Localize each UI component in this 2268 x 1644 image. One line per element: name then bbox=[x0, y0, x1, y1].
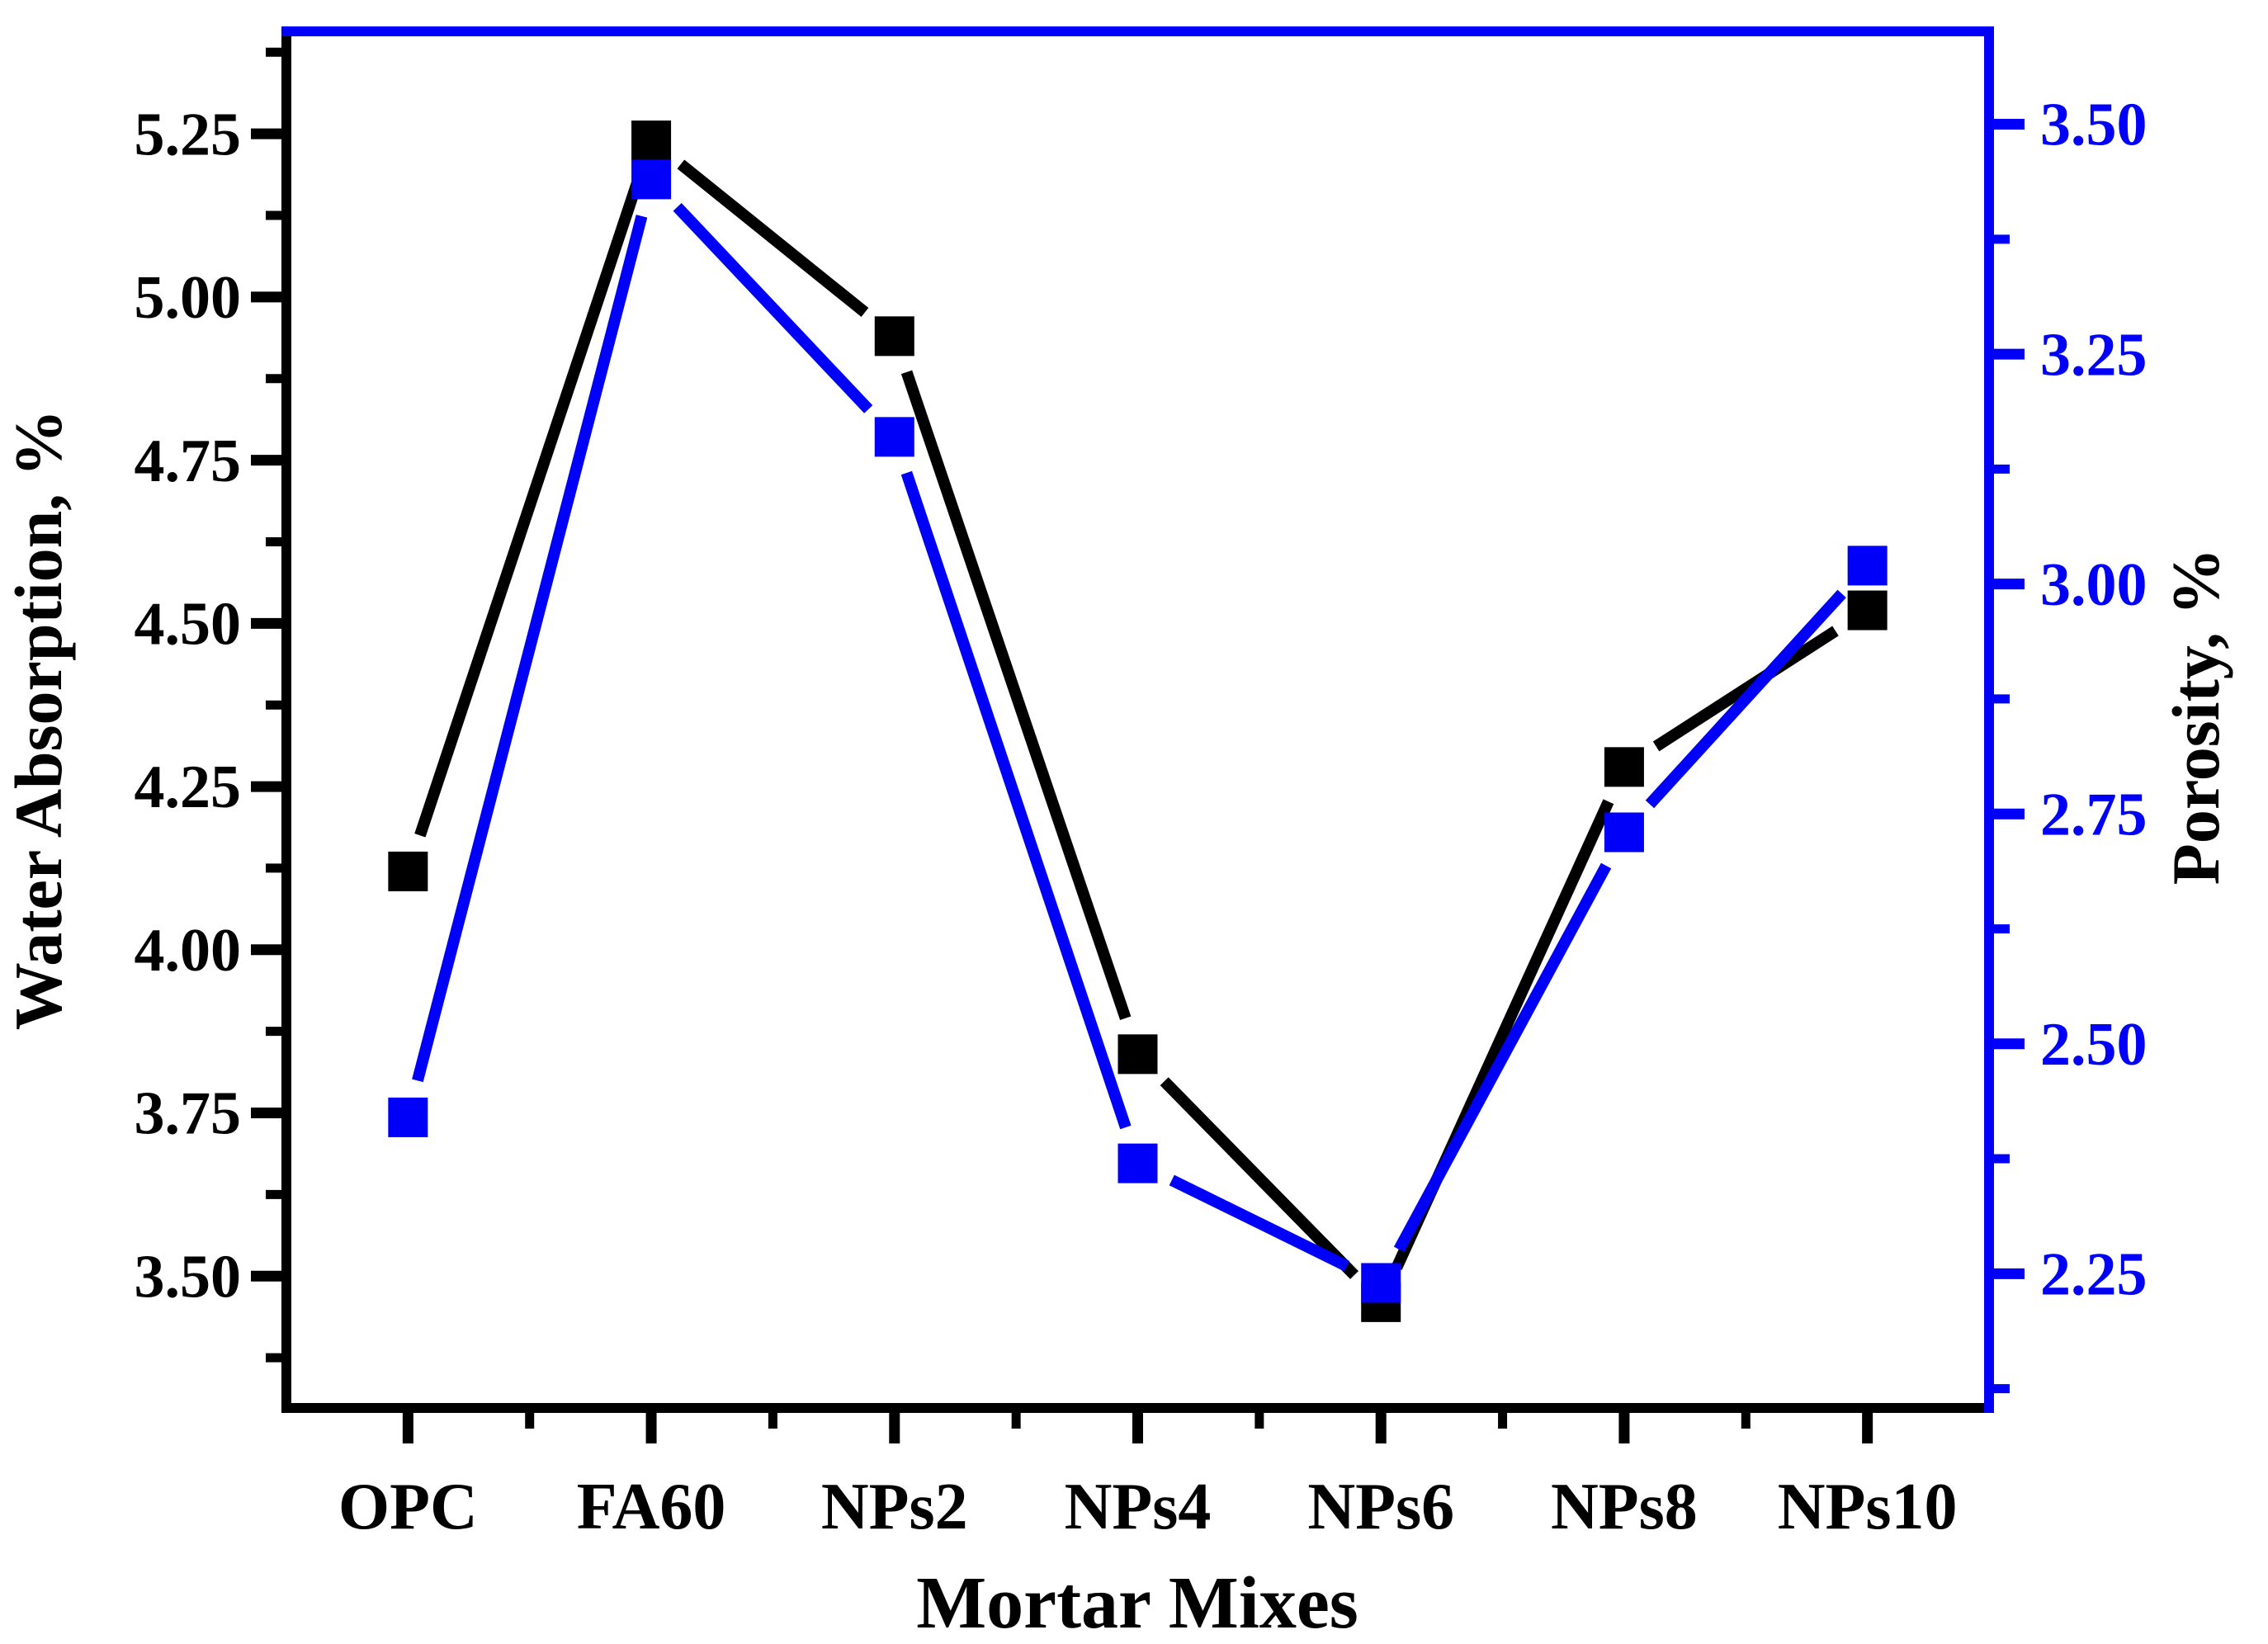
y-left-tick-label: 5.00 bbox=[135, 264, 242, 332]
plot-frame bbox=[281, 26, 1994, 1413]
x-tick-label: OPC bbox=[338, 1471, 478, 1543]
data-point-marker bbox=[1604, 812, 1644, 853]
y-left-tick-label: 3.75 bbox=[135, 1080, 242, 1148]
axis-tick-labels: 5.25 5.00 4.75 4.50 4.25 4.00 3.75 3.50 3.50 3.25… bbox=[135, 92, 2148, 1543]
x-tick-label: FA60 bbox=[577, 1471, 726, 1543]
y-left-tick-label: 3.50 bbox=[135, 1243, 242, 1311]
data-point-marker bbox=[1847, 590, 1888, 631]
y-axis-title-left: Water Absorption, % bbox=[1, 409, 76, 1031]
series-line-segment bbox=[673, 203, 873, 413]
y-right-tick-label: 2.75 bbox=[2040, 781, 2148, 848]
series-line-segment bbox=[412, 215, 648, 1083]
series-line-segment bbox=[1169, 1174, 1350, 1272]
y-axis-title-right: Porosity, % bbox=[2158, 548, 2233, 885]
data-point-marker bbox=[1604, 747, 1644, 787]
series-porosity bbox=[388, 159, 1888, 1303]
y-left-tick-label: 5.25 bbox=[135, 101, 242, 168]
y-right-tick-label: 2.25 bbox=[2040, 1240, 2148, 1308]
series-line-segment bbox=[1160, 1077, 1359, 1279]
series-line-segment bbox=[414, 174, 645, 838]
y-right-tick-label: 3.25 bbox=[2040, 321, 2148, 389]
data-point-marker bbox=[631, 120, 672, 161]
data-point-marker bbox=[388, 851, 428, 891]
data-point-marker bbox=[1117, 1143, 1158, 1183]
series-line-segment bbox=[900, 370, 1132, 1021]
data-point-marker bbox=[631, 159, 672, 200]
x-axis-title: Mortar Mixes bbox=[916, 1562, 1358, 1644]
series-line-segment bbox=[1645, 589, 1846, 809]
x-tick-label: NPs6 bbox=[1307, 1471, 1454, 1543]
y-left-tick-label: 4.75 bbox=[135, 428, 242, 495]
y-left-tick-label: 4.25 bbox=[135, 754, 242, 821]
x-tick-label: NPs4 bbox=[1065, 1471, 1212, 1543]
y-right-tick-label: 2.50 bbox=[2040, 1011, 2148, 1079]
x-tick-label: NPs2 bbox=[821, 1471, 968, 1543]
data-point-marker bbox=[1847, 546, 1888, 586]
data-point-marker bbox=[1361, 1263, 1401, 1303]
series-water-absorption bbox=[388, 120, 1888, 1322]
x-tick-label: NPs8 bbox=[1551, 1471, 1698, 1543]
data-point-marker bbox=[388, 1097, 428, 1137]
series-line-segment bbox=[1652, 626, 1839, 752]
y-left-tick-label: 4.00 bbox=[135, 917, 242, 985]
series-line-segment bbox=[900, 470, 1132, 1130]
axis-ticks bbox=[251, 47, 2025, 1443]
series-line-segment bbox=[677, 159, 869, 317]
data-point-marker bbox=[874, 417, 914, 457]
y-left-tick-label: 4.50 bbox=[135, 591, 242, 659]
x-tick-label: NPs10 bbox=[1778, 1471, 1958, 1543]
series-line-segment bbox=[1393, 862, 1612, 1253]
data-point-marker bbox=[874, 316, 914, 357]
y-right-tick-label: 3.00 bbox=[2040, 551, 2148, 619]
y-right-tick-label: 3.50 bbox=[2040, 92, 2148, 159]
data-series bbox=[388, 120, 1888, 1322]
data-point-marker bbox=[1117, 1034, 1158, 1075]
